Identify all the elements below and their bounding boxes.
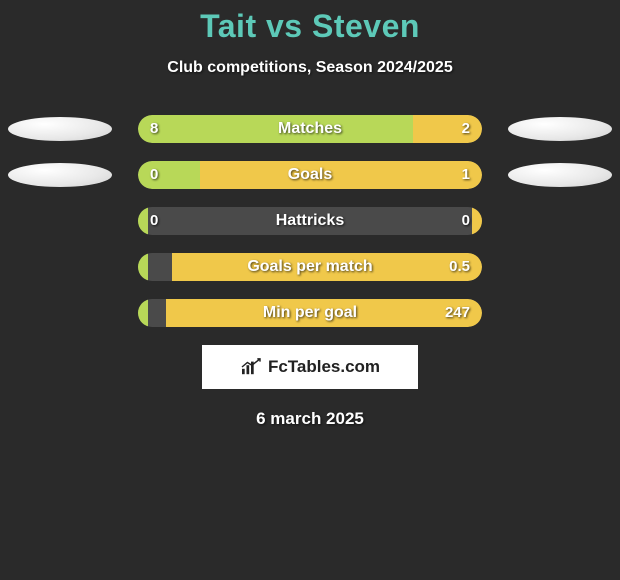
player-orb-right bbox=[508, 117, 612, 141]
value-left: 8 bbox=[150, 115, 158, 143]
bar-track bbox=[138, 253, 482, 281]
player-orb-left bbox=[8, 117, 112, 141]
bar-left bbox=[138, 253, 148, 281]
stat-row: 247Min per goal bbox=[0, 299, 620, 327]
bar-right bbox=[413, 115, 482, 143]
bar-left bbox=[138, 207, 148, 235]
value-right: 0.5 bbox=[449, 253, 470, 281]
date-label: 6 march 2025 bbox=[0, 409, 620, 429]
bar-track bbox=[138, 207, 482, 235]
value-left: 0 bbox=[150, 161, 158, 189]
logo-badge[interactable]: FcTables.com bbox=[202, 345, 418, 389]
stat-row: 00Hattricks bbox=[0, 207, 620, 235]
subtitle: Club competitions, Season 2024/2025 bbox=[0, 59, 620, 77]
bar-right bbox=[172, 253, 482, 281]
bar-left bbox=[138, 161, 200, 189]
stat-row: 82Matches bbox=[0, 115, 620, 143]
bar-left bbox=[138, 299, 148, 327]
value-right: 1 bbox=[462, 161, 470, 189]
chart-icon bbox=[240, 358, 262, 376]
bar-track bbox=[138, 161, 482, 189]
value-right: 0 bbox=[462, 207, 470, 235]
player-orb-right bbox=[508, 163, 612, 187]
bar-track bbox=[138, 115, 482, 143]
stats-list: 82Matches01Goals00Hattricks0.5Goals per … bbox=[0, 115, 620, 327]
value-right: 247 bbox=[445, 299, 470, 327]
logo-text: FcTables.com bbox=[268, 357, 380, 377]
bar-right bbox=[166, 299, 482, 327]
stat-row: 0.5Goals per match bbox=[0, 253, 620, 281]
value-right: 2 bbox=[462, 115, 470, 143]
bar-track bbox=[138, 299, 482, 327]
value-left: 0 bbox=[150, 207, 158, 235]
bar-left bbox=[138, 115, 413, 143]
stat-row: 01Goals bbox=[0, 161, 620, 189]
player-orb-left bbox=[8, 163, 112, 187]
page-title: Tait vs Steven bbox=[0, 8, 620, 45]
bar-right bbox=[200, 161, 482, 189]
bar-right bbox=[472, 207, 482, 235]
